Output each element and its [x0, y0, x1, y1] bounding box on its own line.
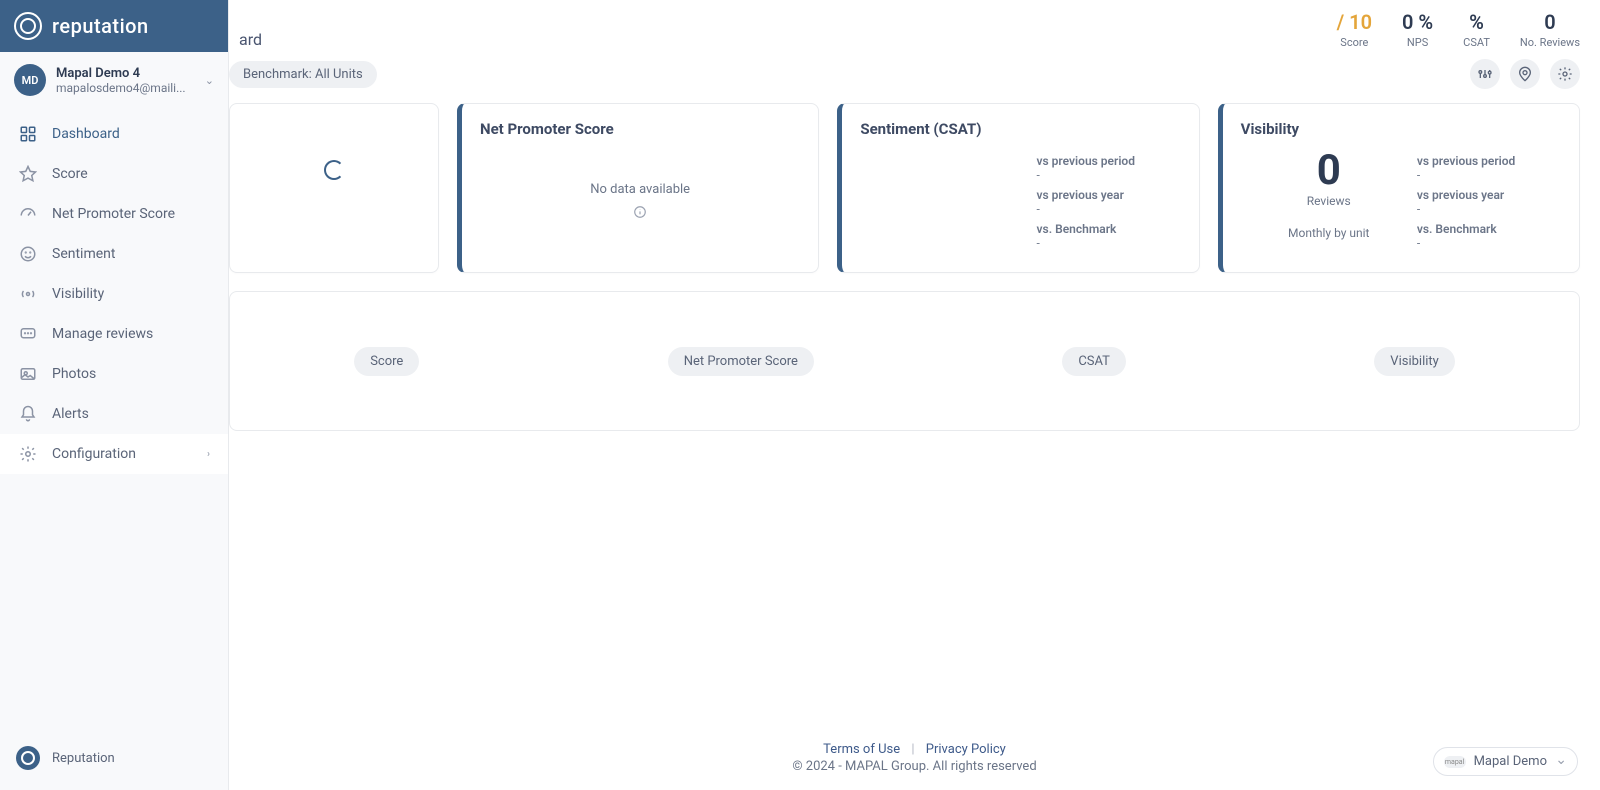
metric-label: CSAT — [1463, 36, 1490, 49]
nav-manage-reviews[interactable]: Manage reviews — [0, 314, 228, 354]
metric-score: / 10 Score — [1337, 10, 1372, 49]
image-icon — [18, 364, 38, 384]
nav-dashboard[interactable]: Dashboard — [0, 114, 228, 154]
gauge-icon — [18, 204, 38, 224]
sidebar-footer: Reputation — [0, 732, 228, 790]
nav-label: Photos — [52, 366, 96, 382]
nav-label: Sentiment — [52, 246, 115, 262]
nav-label: Visibility — [52, 286, 104, 302]
metric-value: / 10 — [1337, 10, 1372, 34]
filters-button[interactable] — [1470, 59, 1500, 89]
chevron-right-icon: › — [207, 449, 210, 460]
panel-pill-score[interactable]: Score — [354, 347, 419, 376]
footer-logo-icon — [16, 746, 40, 770]
metric-nps: 0 % NPS — [1402, 10, 1433, 49]
card-visibility: Visibility 0 Reviews Monthly by unit vs … — [1218, 103, 1580, 273]
brand-selector[interactable]: mapal Mapal Demo — [1433, 747, 1578, 776]
metric-value: 0 — [1520, 10, 1580, 34]
metric-label: No. Reviews — [1520, 36, 1580, 49]
gear-icon — [18, 444, 38, 464]
main: / 10 Score 0 % NPS % CSAT 0 No. Reviews … — [229, 0, 1600, 790]
card-compare-rows: vs previous period - vs previous year - … — [1417, 150, 1561, 256]
chat-icon — [18, 324, 38, 344]
summary-panel: Score Net Promoter Score CSAT Visibility — [229, 291, 1580, 431]
settings-button[interactable] — [1550, 59, 1580, 89]
footer: Terms of Use | Privacy Policy © 2024 - M… — [229, 730, 1600, 790]
profile-email: mapalosdemo4@maili... — [56, 81, 195, 95]
panel-pill-nps[interactable]: Net Promoter Score — [668, 347, 814, 376]
card-nps: Net Promoter Score No data available — [457, 103, 819, 273]
smiley-icon — [18, 244, 38, 264]
nav-label: Net Promoter Score — [52, 206, 175, 222]
nav: Dashboard Score Net Promoter Score Senti… — [0, 108, 228, 732]
nav-configuration[interactable]: Configuration › — [0, 434, 228, 474]
nav-label: Configuration — [52, 446, 136, 462]
card-title: Sentiment (CSAT) — [860, 120, 1180, 138]
dashboard-icon — [18, 124, 38, 144]
panel-pill-csat[interactable]: CSAT — [1062, 347, 1126, 376]
privacy-link[interactable]: Privacy Policy — [926, 742, 1006, 757]
panel-pill-visibility[interactable]: Visibility — [1374, 347, 1455, 376]
star-icon — [18, 164, 38, 184]
footer-brand-label: Reputation — [52, 751, 115, 766]
brand-bar: reputation — [0, 0, 228, 52]
brand-name: reputation — [52, 14, 149, 38]
card-title: Visibility — [1241, 120, 1561, 138]
metric-value: 0 % — [1402, 10, 1433, 34]
location-button[interactable] — [1510, 59, 1540, 89]
bell-icon — [18, 404, 38, 424]
card-title: Net Promoter Score — [480, 120, 800, 138]
visibility-value: 0 — [1241, 150, 1417, 192]
nav-nps[interactable]: Net Promoter Score — [0, 194, 228, 234]
metric-value: % — [1463, 10, 1490, 34]
filter-bar: Benchmark: All Units — [229, 59, 1600, 103]
no-data-label: No data available — [590, 182, 690, 197]
nav-sentiment[interactable]: Sentiment — [0, 234, 228, 274]
broadcast-icon — [18, 284, 38, 304]
metric-csat: % CSAT — [1463, 10, 1490, 49]
top-metrics: / 10 Score 0 % NPS % CSAT 0 No. Reviews — [1337, 10, 1580, 49]
info-icon — [633, 205, 647, 219]
profile-menu[interactable]: MD Mapal Demo 4 mapalosdemo4@maili... ⌄ — [0, 52, 228, 108]
profile-name: Mapal Demo 4 — [56, 66, 195, 81]
metric-label: Score — [1337, 36, 1372, 49]
brand-badge: mapal — [1444, 756, 1466, 768]
nav-photos[interactable]: Photos — [0, 354, 228, 394]
visibility-label: Reviews — [1241, 194, 1417, 208]
card-csat: Sentiment (CSAT) vs previous period - vs… — [837, 103, 1199, 273]
avatar: MD — [14, 64, 46, 96]
kpi-cards: Net Promoter Score No data available Sen… — [229, 103, 1600, 291]
spinner-icon — [324, 160, 344, 180]
benchmark-chip[interactable]: Benchmark: All Units — [229, 61, 377, 88]
nav-label: Alerts — [52, 406, 89, 422]
brand-select-label: Mapal Demo — [1474, 754, 1547, 769]
brand-logo-icon — [14, 12, 42, 40]
nav-visibility[interactable]: Visibility — [0, 274, 228, 314]
copyright: © 2024 - MAPAL Group. All rights reserve… — [229, 759, 1600, 774]
nav-label: Dashboard — [52, 126, 120, 142]
metric-label: NPS — [1402, 36, 1433, 49]
sidebar: reputation MD Mapal Demo 4 mapalosdemo4@… — [0, 0, 229, 790]
card-loading — [229, 103, 439, 273]
terms-link[interactable]: Terms of Use — [823, 742, 900, 757]
card-compare-rows: vs previous period - vs previous year - … — [1037, 150, 1181, 256]
visibility-sublabel: Monthly by unit — [1241, 226, 1417, 240]
chevron-down-icon: ⌄ — [205, 74, 214, 87]
nav-alerts[interactable]: Alerts — [0, 394, 228, 434]
nav-label: Manage reviews — [52, 326, 153, 342]
nav-label: Score — [52, 166, 88, 182]
nav-score[interactable]: Score — [0, 154, 228, 194]
metric-reviews: 0 No. Reviews — [1520, 10, 1580, 49]
